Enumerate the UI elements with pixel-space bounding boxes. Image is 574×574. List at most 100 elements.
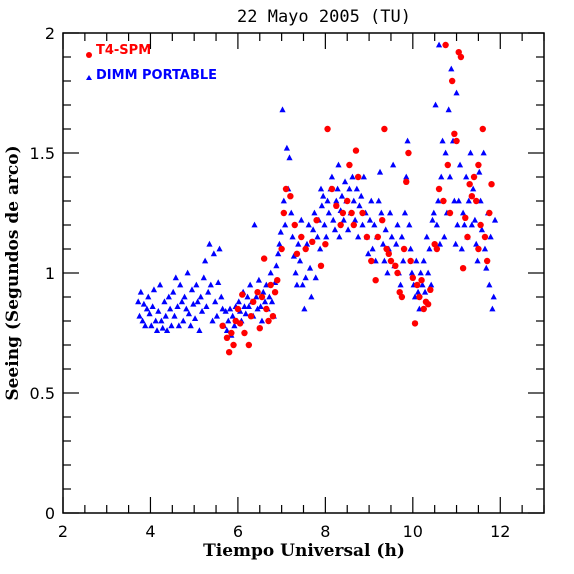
dimm-portable-point	[205, 288, 212, 295]
dimm-portable-point	[365, 250, 372, 257]
dimm-portable-point	[451, 197, 458, 204]
dimm-portable-point	[408, 269, 416, 276]
dimm-portable-point	[419, 281, 426, 288]
t4-spm-point	[324, 125, 331, 133]
dimm-portable-point	[306, 264, 314, 271]
t4-spm-point	[223, 334, 231, 341]
dimm-portable-point	[413, 257, 420, 264]
dimm-portable-point	[351, 216, 359, 223]
dimm-portable-point	[474, 257, 481, 264]
dimm-portable-point	[283, 144, 290, 151]
t4-spm-point	[394, 269, 401, 277]
axis-ticks	[62, 32, 545, 514]
dimm-portable-point	[257, 303, 264, 309]
dimm-portable-point	[468, 221, 475, 228]
dimm-portable-point	[276, 240, 283, 247]
chart-title: 22 Mayo 2005 (TU)	[237, 7, 411, 27]
t4-spm-point	[374, 233, 382, 241]
t4-spm-point	[241, 329, 248, 337]
t4-spm-point	[435, 185, 443, 193]
dimm-portable-point	[442, 149, 449, 156]
dimm-portable-point	[146, 310, 153, 317]
t4-spm-point	[398, 293, 406, 301]
dimm-portable-point	[353, 185, 360, 192]
dimm-portable-point	[432, 101, 439, 108]
x-tick-label: 6	[233, 522, 243, 541]
dimm-portable-point	[445, 106, 452, 113]
t4-spm-point	[409, 274, 417, 281]
t4-spm-point	[254, 289, 261, 296]
dimm-portable-point	[301, 305, 308, 312]
dimm-portable-point	[296, 257, 304, 264]
dimm-portable-point	[181, 293, 188, 300]
dimm-portable-point	[167, 305, 174, 312]
y-tick-label: 1.5	[30, 144, 55, 163]
t4-spm-point	[333, 202, 340, 209]
t4-spm-point	[267, 281, 274, 289]
t4-spm-point	[359, 209, 366, 217]
dimm-portable-point	[140, 300, 147, 307]
dimm-portable-point	[143, 305, 151, 312]
dimm-portable-point	[139, 317, 146, 324]
t4-spm-point	[455, 49, 462, 56]
dimm-portable-point	[453, 89, 460, 96]
t4-spm-point	[271, 289, 279, 296]
dimm-portable-point	[196, 327, 203, 333]
x-axis-label: Tiempo Universal (h)	[203, 541, 405, 561]
dimm-portable-point	[183, 305, 190, 312]
dimm-portable-point	[286, 154, 293, 161]
dimm-portable-point	[215, 279, 222, 285]
dimm-portable-point	[375, 197, 382, 204]
dimm-portable-point	[325, 209, 332, 216]
dimm-portable-point	[360, 173, 367, 180]
legend-marker-t4-spm	[86, 52, 92, 58]
x-tick-label: 8	[320, 522, 330, 541]
t4-spm-point	[427, 286, 434, 293]
dimm-portable-point	[207, 281, 214, 288]
dimm-portable-point	[480, 149, 487, 156]
y-tick-label: 0	[45, 504, 55, 523]
legend-label-dimm-portable: DIMM PORTABLE	[96, 68, 217, 83]
dimm-portable-point	[349, 173, 356, 180]
t4-spm-point	[475, 245, 482, 253]
dimm-portable-point	[242, 310, 249, 317]
dimm-portable-point	[321, 221, 328, 228]
dimm-portable-point	[159, 324, 166, 331]
dimm-portable-point	[295, 240, 302, 247]
dimm-portable-point	[289, 233, 296, 240]
dimm-portable-point	[247, 281, 254, 288]
t4-spm-point	[278, 245, 285, 253]
t4-spm-point	[440, 197, 447, 205]
dimm-portable-point	[428, 281, 435, 288]
dimm-portable-point	[279, 106, 286, 113]
t4-spm-point	[486, 209, 493, 217]
t4-spm-point	[413, 281, 421, 289]
dimm-portable-point	[330, 216, 337, 223]
dimm-portable-point	[165, 293, 172, 300]
dimm-portable-point	[456, 161, 464, 168]
t4-spm-point	[470, 173, 478, 181]
t4-spm-point	[479, 125, 486, 133]
t4-spm-point	[381, 125, 388, 133]
t4-spm-point	[446, 209, 454, 217]
dimm-portable-point	[152, 317, 159, 324]
dimm-portable-point	[384, 269, 391, 276]
dimm-portable-point	[403, 173, 410, 180]
t4-spm-point	[420, 305, 427, 313]
dimm-portable-point	[476, 168, 483, 175]
dimm-portable-point	[420, 257, 427, 264]
dimm-portable-point	[168, 322, 175, 329]
dimm-portable-point	[398, 233, 405, 240]
dimm-portable-point	[190, 300, 197, 307]
dimm-portable-point	[490, 293, 497, 300]
dimm-portable-point	[311, 209, 318, 216]
dimm-portable-point	[193, 281, 200, 288]
dimm-portable-point	[441, 233, 448, 240]
dimm-portable-point	[346, 185, 353, 192]
dimm-portable-point	[266, 293, 273, 300]
t4-spm-point	[411, 320, 419, 327]
t4-spm-point	[236, 320, 244, 327]
dimm-portable-point	[386, 209, 394, 216]
dimm-portable-point	[258, 317, 266, 324]
